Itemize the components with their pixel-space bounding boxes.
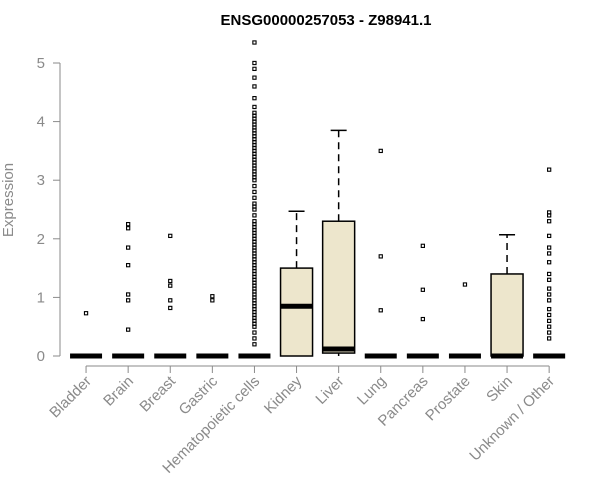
axes: 0 1 2 3 4 5 <box>37 55 550 373</box>
outlier-point <box>546 167 552 172</box>
outlier-point <box>420 243 426 248</box>
box-unknown-other <box>533 167 566 359</box>
outlier-point <box>168 305 173 311</box>
box-kidney <box>279 210 314 357</box>
outlier-point <box>210 294 215 299</box>
y-tick-label: 3 <box>37 172 45 189</box>
boxes <box>70 40 566 359</box>
outlier-point <box>252 40 257 45</box>
y-tick-label: 1 <box>37 289 45 306</box>
box-gastric <box>196 294 229 359</box>
outlier-point <box>126 298 131 303</box>
outlier-point <box>546 219 552 224</box>
outlier-point <box>168 278 173 284</box>
outlier-point <box>546 251 552 256</box>
outlier-point <box>168 283 173 288</box>
box-bladder <box>70 311 103 359</box>
outlier-point <box>252 96 257 101</box>
box-body <box>490 273 524 357</box>
outlier-point <box>83 311 89 316</box>
outlier-point <box>378 148 383 154</box>
outlier-point <box>252 60 257 66</box>
outlier-point <box>546 233 552 239</box>
outlier-point <box>252 330 257 335</box>
outlier-point <box>252 75 257 80</box>
outlier-point <box>252 342 257 347</box>
x-tick-label: Breast <box>136 372 179 415</box>
box-skin <box>490 233 524 359</box>
box-lung <box>364 148 397 359</box>
outlier-point <box>252 183 257 189</box>
box-breast <box>154 233 187 359</box>
x-tick-label: Bladder <box>46 373 95 422</box>
outlier-point <box>420 316 426 322</box>
box-hematopoietic-cells <box>238 40 271 359</box>
box-liver <box>321 129 356 356</box>
chart-title: ENSG00000257053 - Z98941.1 <box>221 12 432 29</box>
outlier-point <box>126 263 131 268</box>
x-tick-label: Skin <box>483 373 516 406</box>
box-pancreas <box>406 243 439 359</box>
outlier-point <box>252 201 257 206</box>
outlier-point <box>168 233 173 239</box>
outlier-point <box>252 104 257 110</box>
y-tick-label: 0 <box>37 348 45 365</box>
outlier-point <box>126 222 131 227</box>
outlier-point <box>462 282 468 287</box>
outlier-point <box>252 213 257 218</box>
outlier-point <box>378 308 383 313</box>
outlier-point <box>546 298 552 303</box>
outlier-point <box>546 324 552 329</box>
outlier-point <box>126 327 131 332</box>
outlier-point <box>252 336 257 341</box>
x-tick-label: Liver <box>312 373 347 408</box>
outlier-point <box>546 318 552 323</box>
outlier-point <box>420 287 426 292</box>
outlier-point <box>252 66 257 72</box>
outlier-point <box>168 298 173 303</box>
outlier-point <box>126 292 131 297</box>
outlier-point <box>546 336 552 341</box>
outlier-point <box>546 330 552 335</box>
outlier-point <box>126 226 131 231</box>
outlier-point <box>126 245 131 250</box>
outlier-point <box>546 260 552 265</box>
outlier-point <box>210 298 215 303</box>
outlier-point <box>546 292 552 297</box>
outlier-point <box>546 312 552 318</box>
box-body <box>321 220 356 354</box>
outlier-point <box>546 245 552 250</box>
y-tick-label: 5 <box>37 55 45 72</box>
outlier-point <box>252 110 257 115</box>
box-body <box>279 267 314 357</box>
outlier-point <box>252 195 257 200</box>
box-brain <box>112 222 145 359</box>
outlier-point <box>546 277 552 282</box>
box-prostate <box>448 282 481 359</box>
y-tick-label: 4 <box>37 114 45 131</box>
outlier-point <box>546 286 552 291</box>
y-tick-label: 2 <box>37 231 45 248</box>
x-tick-label: Prostate <box>422 373 474 425</box>
outlier-point <box>546 306 552 312</box>
outlier-point <box>546 210 552 215</box>
x-tick-label: Lung <box>354 373 390 409</box>
y-axis-label: Expression <box>0 163 17 237</box>
outlier-point <box>252 219 257 224</box>
outlier-point <box>252 84 257 89</box>
outlier-point <box>378 254 383 259</box>
outlier-point <box>252 189 257 195</box>
outlier-point <box>546 271 552 277</box>
x-tick-label: Brain <box>100 373 137 410</box>
x-tick-label: Kidney <box>261 372 306 417</box>
